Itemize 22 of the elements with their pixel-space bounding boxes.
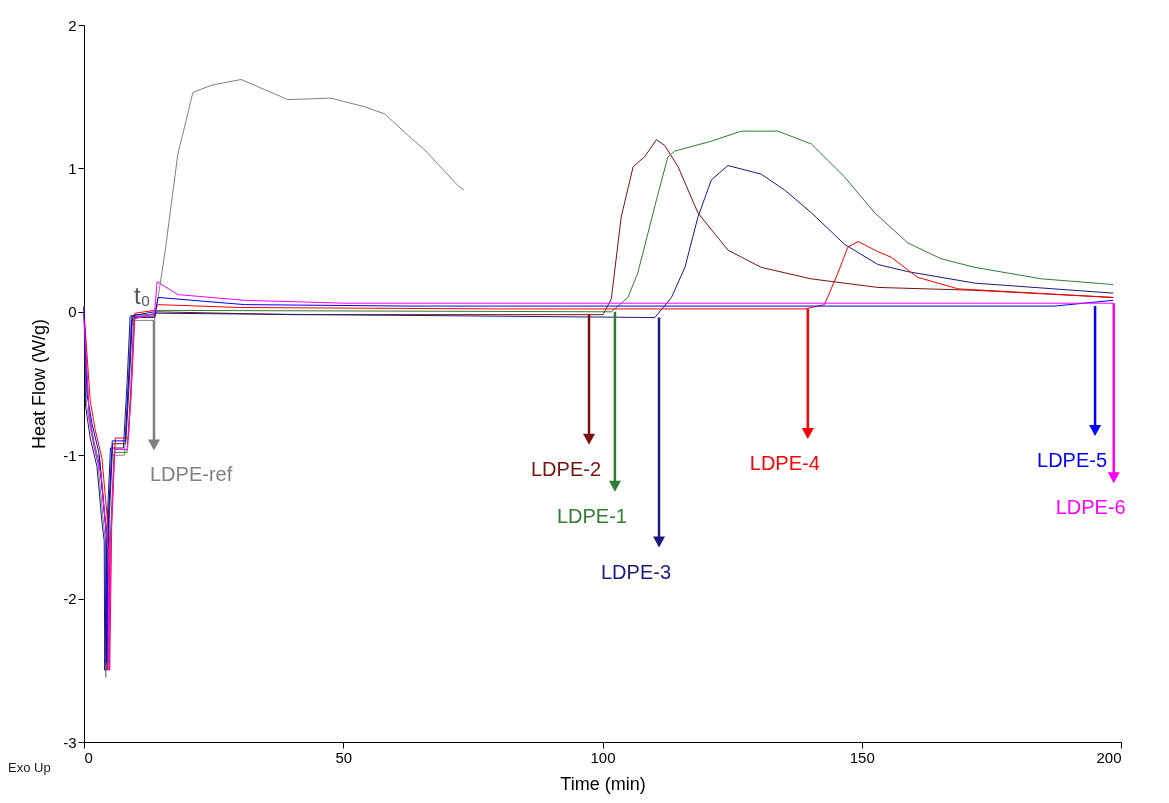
annotation: LDPE-3 — [600, 560, 672, 583]
x-tick-label: 100 — [590, 748, 616, 766]
x-tick-label: 200 — [1096, 748, 1122, 766]
annotation: t₀ — [133, 281, 151, 309]
x-tick-label: 50 — [335, 748, 353, 766]
y-tick-label: 2 — [68, 16, 77, 34]
annotation: LDPE-1 — [556, 504, 627, 527]
annotation: LDPE-ref — [150, 463, 233, 486]
annotation: LDPE-5 — [1037, 449, 1108, 472]
annotation: LDPE-2 — [530, 457, 602, 480]
y-axis-title: Heat Flow (W/g) — [29, 318, 50, 450]
text: Exo Up — [8, 760, 51, 775]
x-tick-label: 150 — [849, 748, 875, 766]
y-tick-label: 1 — [68, 159, 77, 177]
annotation: LDPE-4 — [749, 451, 820, 474]
x-tick-label: 0 — [84, 748, 93, 766]
y-tick-label: 0 — [68, 303, 77, 321]
annotation: LDPE-6 — [1055, 496, 1126, 519]
y-tick-label: -2 — [63, 590, 77, 608]
x-axis-title: Time (min) — [560, 773, 646, 794]
y-tick-label: -1 — [63, 446, 77, 464]
y-tick-label: -3 — [63, 733, 77, 751]
